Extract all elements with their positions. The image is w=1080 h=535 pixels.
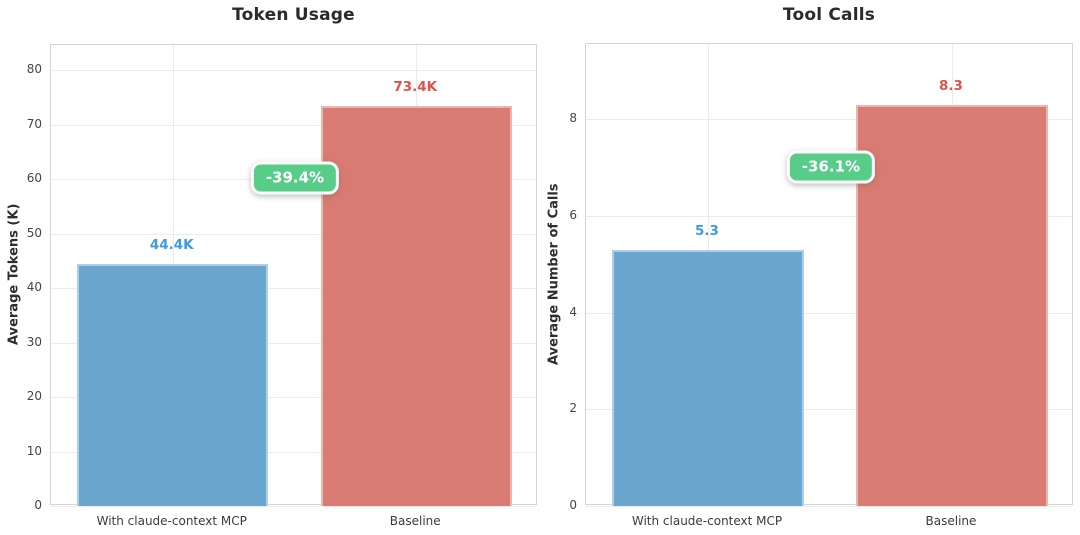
bar-value-label: 44.4K [149, 237, 194, 254]
h-gridline [51, 397, 536, 399]
y-tick-label: 30 [26, 334, 42, 349]
h-gridline [586, 506, 1072, 507]
x-tick-label: Baseline [389, 514, 441, 528]
bar-value-label: 73.4K [393, 79, 438, 96]
y-tick-label: 50 [26, 225, 42, 240]
h-gridline [51, 233, 536, 235]
y-tick-label: 20 [26, 389, 42, 404]
y-tick-label: 2 [569, 401, 577, 416]
bar [320, 106, 512, 506]
h-gridline [51, 451, 536, 453]
y-tick-label: 70 [26, 116, 42, 131]
h-gridline [51, 70, 536, 72]
y-tick-label: 80 [26, 62, 42, 77]
plot-area [585, 43, 1073, 507]
chart-title: Tool Calls [782, 5, 876, 25]
bar [856, 104, 1048, 506]
h-gridline [586, 119, 1072, 121]
h-gridline [51, 342, 536, 344]
h-gridline [51, 506, 536, 507]
chart-title: Token Usage [232, 5, 355, 25]
y-tick-label: 0 [34, 498, 42, 512]
y-tick-label: 60 [26, 171, 42, 186]
bar-value-label: 5.3 [695, 222, 719, 239]
x-tick-label: With claude-context MCP [631, 514, 783, 528]
chart-token-usage: Token Usage Average Tokens (K) 0 10 20 30 40… [6, 5, 537, 528]
y-tick-label: 4 [569, 304, 577, 319]
y-tick-label: 10 [26, 443, 42, 458]
y-axis-label: Average Tokens (K) [6, 203, 22, 346]
y-tick-label: 6 [569, 208, 577, 223]
x-tick-label: Baseline [925, 514, 977, 528]
y-tick-label: 40 [26, 280, 42, 295]
bar [77, 264, 269, 506]
x-tick-label: With claude-context MCP [96, 514, 247, 528]
h-gridline [51, 288, 536, 290]
reduction-badge: -36.1% [786, 150, 876, 184]
h-gridline [586, 409, 1072, 411]
plot-area [50, 44, 537, 507]
h-gridline [586, 312, 1072, 314]
bar [612, 249, 804, 506]
y-tick-label: 0 [569, 498, 577, 512]
h-gridline [586, 216, 1072, 218]
h-gridline [51, 124, 536, 126]
reduction-badge: -39.4% [250, 161, 340, 195]
y-tick-label: 8 [569, 111, 577, 126]
bar-value-label: 8.3 [939, 77, 963, 94]
